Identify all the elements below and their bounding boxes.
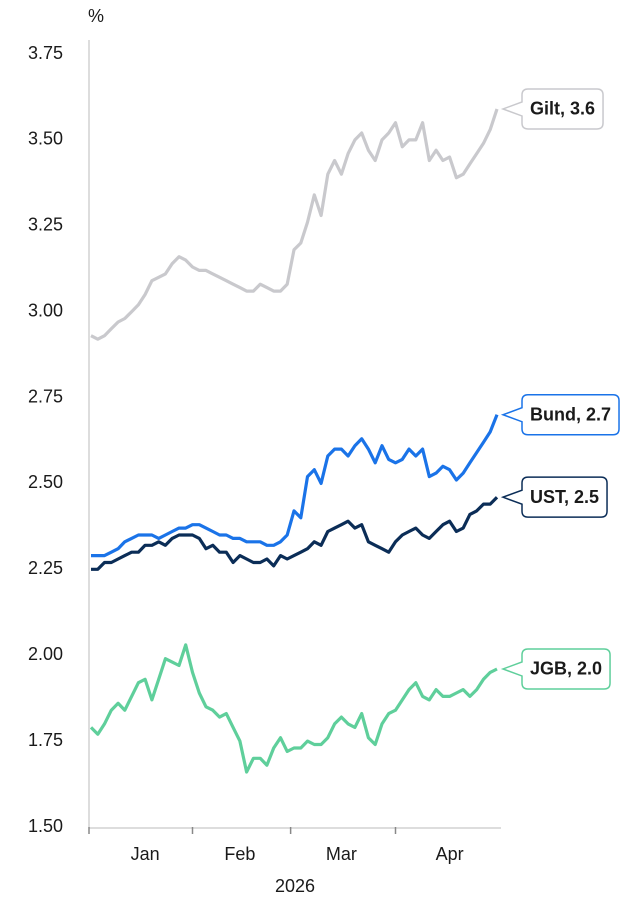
- y-tick-label: 3.00: [28, 300, 63, 320]
- y-tick-label: 2.00: [28, 644, 63, 664]
- y-tick-label: 1.50: [28, 816, 63, 836]
- end-label-box: [500, 648, 611, 690]
- end-label: JGB, 2.0: [530, 659, 602, 679]
- x-tick-label: Jan: [131, 844, 160, 864]
- end-label-box: [500, 476, 608, 518]
- y-tick-label: 2.25: [28, 558, 63, 578]
- series-line: [89, 643, 498, 774]
- y-tick-label: 3.50: [28, 129, 63, 149]
- end-label: Gilt, 3.6: [530, 99, 595, 119]
- end-label: UST, 2.5: [530, 487, 599, 507]
- x-tick-label: Feb: [224, 844, 255, 864]
- y-tick-label: 1.75: [28, 730, 63, 750]
- y-tick-label: 2.50: [28, 472, 63, 492]
- y-tick-label: 3.25: [28, 215, 63, 235]
- y-tick-label: 2.75: [28, 386, 63, 406]
- series-line: [90, 108, 499, 341]
- end-label-box: [500, 393, 620, 436]
- series-line: [91, 414, 499, 558]
- x-axis-label: 2026: [275, 876, 315, 896]
- x-tick-label: Mar: [326, 844, 357, 864]
- end-label-box: [500, 88, 604, 130]
- series-line: [91, 496, 499, 571]
- y-tick-label: 3.75: [28, 43, 63, 63]
- x-tick-label: Apr: [436, 844, 464, 864]
- y-unit: %: [88, 6, 104, 26]
- end-label: Bund, 2.7: [530, 404, 611, 424]
